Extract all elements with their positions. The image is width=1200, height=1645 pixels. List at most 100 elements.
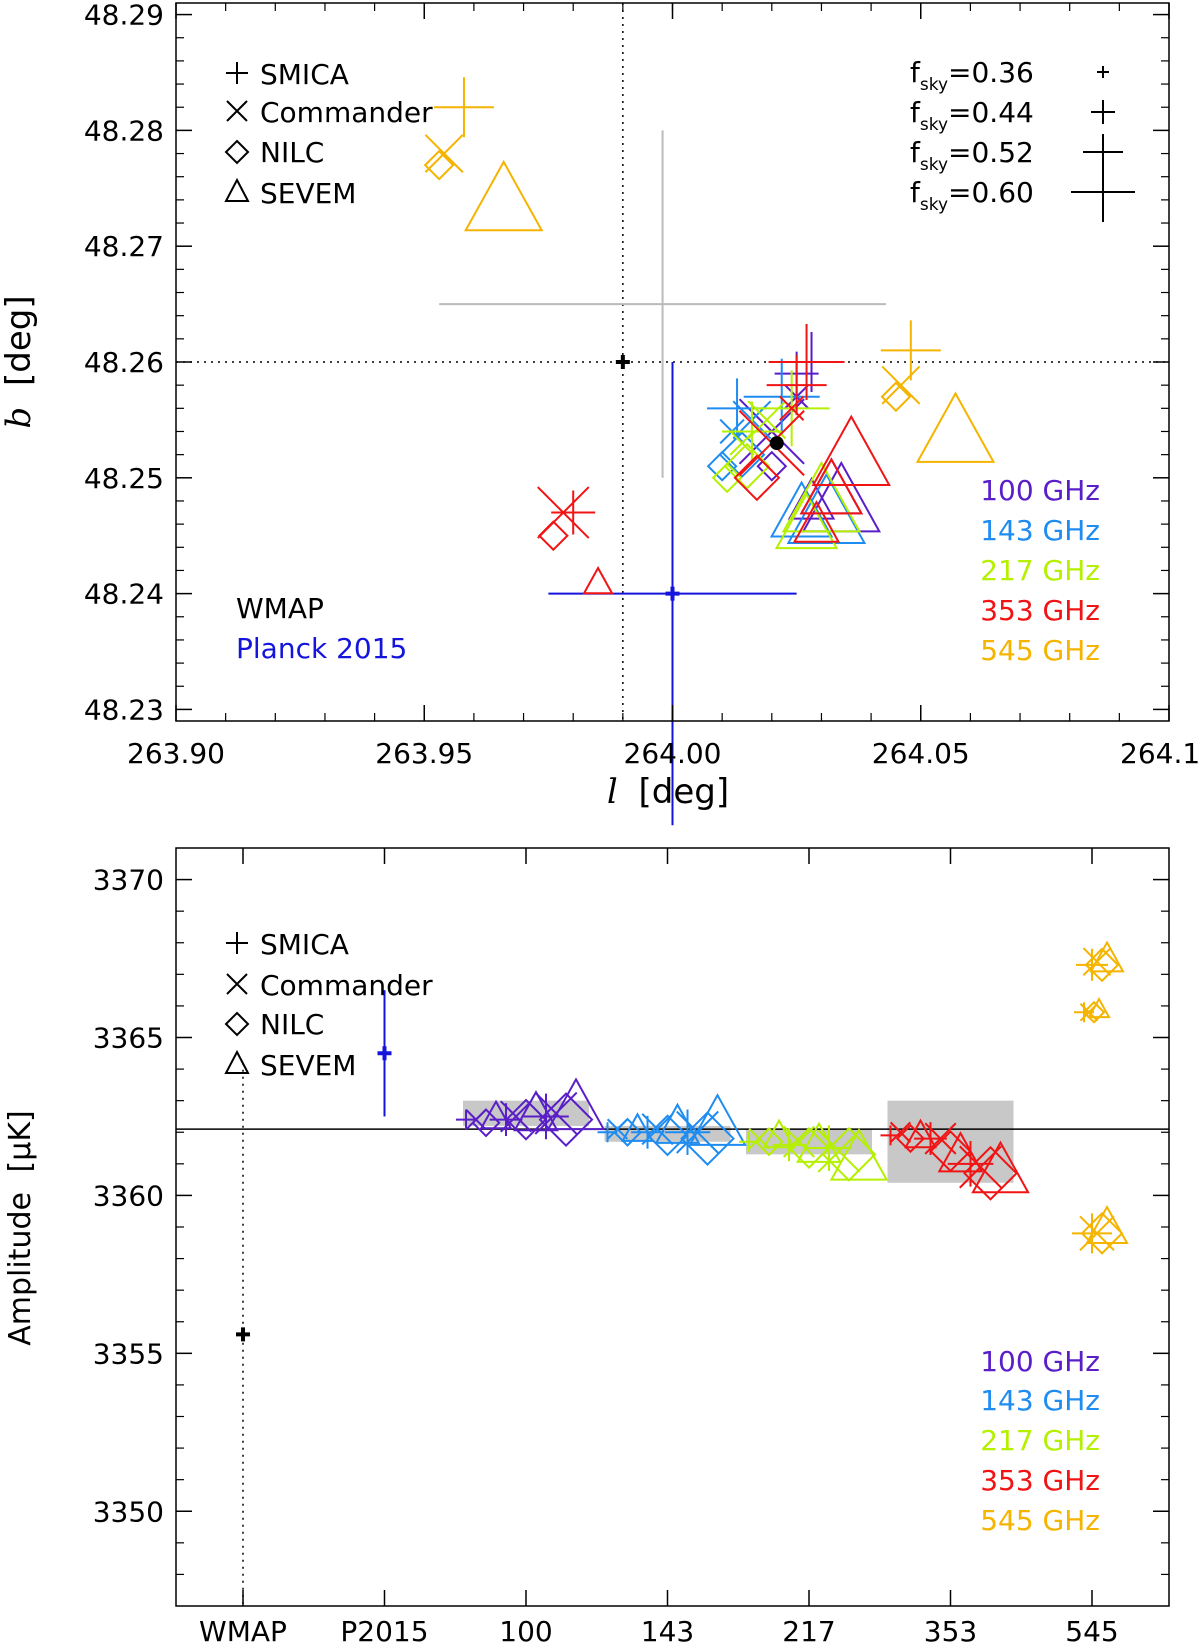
data-point bbox=[688, 1093, 747, 1146]
fsky-errorbar-icon bbox=[1091, 100, 1115, 124]
bottom-band-label-545: 545 GHz bbox=[980, 1504, 1100, 1537]
category-label: 143 bbox=[641, 1615, 694, 1645]
plus-marker-icon bbox=[226, 62, 248, 84]
data-point bbox=[479, 1099, 513, 1130]
data-point bbox=[762, 1118, 796, 1149]
data-point bbox=[504, 1098, 548, 1141]
top-legend-item-nilc: NILC bbox=[224, 136, 324, 169]
data-point bbox=[915, 391, 996, 463]
y-tick-label: 48.27 bbox=[84, 230, 164, 263]
x-tick-label: 264.05 bbox=[872, 737, 970, 770]
y-tick-label: 48.23 bbox=[84, 693, 164, 726]
data-point bbox=[895, 1123, 926, 1154]
bottom-axis-ticks: WMAP P2015 100 143 217 353 545 3350 3355 3360 3365… bbox=[93, 848, 1169, 1645]
wmap-amplitude-point bbox=[236, 1327, 250, 1342]
bottom-series-217 bbox=[739, 1118, 889, 1182]
bottom-legend-item-nilc: NILC bbox=[224, 1008, 324, 1041]
data-point bbox=[723, 442, 771, 490]
data-point bbox=[880, 320, 941, 381]
fsky-errorbar-icon bbox=[1097, 66, 1109, 78]
x-tick-label: 264.10 bbox=[1120, 737, 1200, 770]
x-tick-label: 264.00 bbox=[624, 737, 722, 770]
data-point bbox=[499, 1100, 533, 1133]
data-point bbox=[799, 457, 864, 515]
bottom-series-353 bbox=[880, 1118, 1030, 1201]
y-tick-label: 3370 bbox=[93, 864, 164, 897]
data-point bbox=[1082, 1000, 1106, 1024]
data-point bbox=[971, 1140, 1030, 1194]
bottom-band-label-217: 217 GHz bbox=[980, 1424, 1100, 1457]
data-point bbox=[880, 381, 912, 413]
bottom-series-100 bbox=[456, 1077, 606, 1148]
top-legend-label-commander: Commander bbox=[260, 96, 433, 129]
data-point bbox=[1087, 997, 1111, 1019]
gray-errorbar-point bbox=[439, 130, 886, 478]
data-point bbox=[769, 480, 834, 538]
data-point bbox=[817, 1129, 861, 1173]
category-label: 100 bbox=[499, 1615, 552, 1645]
bottom-y-axis-label: Amplitude [μK] bbox=[3, 1110, 38, 1345]
top-methods-legend: SMICA Commander NILC SEVEM bbox=[224, 58, 433, 210]
fsky-label-4: fsky=0.60 bbox=[910, 176, 1034, 215]
top-band-legend: 100 GHz 143 GHz 217 GHz 353 GHz 545 GHz bbox=[980, 474, 1100, 667]
bottom-legend-item-smica: SMICA bbox=[226, 928, 349, 961]
data-point bbox=[718, 431, 766, 479]
top-axis-ticks: 263.90 263.95 264.00 264.05 264.10 48.23 48.24… bbox=[84, 0, 1200, 770]
fsky-legend-item-1: fsky=0.36 bbox=[910, 56, 1109, 95]
y-tick-label: 48.26 bbox=[84, 346, 164, 379]
bottom-panel: WMAP P2015 100 143 217 353 545 3350 3355 3360 3365… bbox=[3, 847, 1170, 1645]
data-point bbox=[792, 500, 841, 543]
plus-marker-icon bbox=[226, 932, 248, 954]
data-point bbox=[471, 1108, 501, 1138]
mean-point bbox=[769, 436, 784, 451]
data-point bbox=[721, 401, 782, 462]
data-point bbox=[774, 492, 839, 550]
fsky-legend-item-3: fsky=0.52 bbox=[910, 134, 1123, 175]
data-point bbox=[612, 1117, 643, 1147]
diamond-marker-icon bbox=[224, 1011, 250, 1037]
top-panel: 263.90 263.95 264.00 264.05 264.10 48.23 48.24… bbox=[0, 0, 1200, 826]
triangle-marker-icon bbox=[224, 1049, 250, 1074]
data-point bbox=[1084, 947, 1120, 983]
top-legend-item-commander: Commander bbox=[226, 96, 433, 129]
data-point bbox=[456, 1109, 476, 1130]
cross-marker-icon bbox=[226, 100, 248, 122]
fsky-legend-item-2: fsky=0.44 bbox=[910, 96, 1115, 135]
x-tick-label: 263.95 bbox=[375, 737, 473, 770]
data-point bbox=[787, 1127, 831, 1170]
top-x-axis-label: l [deg] bbox=[607, 772, 729, 812]
bottom-legend-item-sevem: SEVEM bbox=[224, 1049, 356, 1082]
top-legend-label-smica: SMICA bbox=[260, 58, 349, 91]
fsky-label-3: fsky=0.52 bbox=[910, 136, 1034, 175]
category-label: P2015 bbox=[340, 1615, 428, 1645]
bottom-series-545 bbox=[1072, 940, 1129, 1255]
data-point bbox=[621, 1112, 654, 1142]
data-point bbox=[680, 1111, 735, 1166]
data-point bbox=[706, 450, 738, 482]
data-point bbox=[1089, 940, 1125, 973]
data-point bbox=[881, 365, 921, 405]
data-point bbox=[523, 1093, 569, 1140]
fsky-label-2: fsky=0.44 bbox=[910, 96, 1034, 135]
bottom-methods-legend: SMICA Commander NILC SEVEM bbox=[224, 928, 433, 1082]
bottom-band-label-143: 143 GHz bbox=[980, 1384, 1100, 1417]
data-point bbox=[551, 490, 596, 535]
data-point bbox=[546, 1077, 606, 1131]
data-point bbox=[779, 395, 805, 421]
y-tick-label: 48.24 bbox=[84, 578, 164, 611]
data-point bbox=[829, 1127, 889, 1181]
y-tick-label: 3350 bbox=[93, 1495, 164, 1528]
data-point bbox=[963, 1145, 1018, 1201]
data-point bbox=[646, 1114, 689, 1157]
bottom-band-legend: 100 GHz 143 GHz 217 GHz 353 GHz 545 GHz bbox=[980, 1345, 1100, 1537]
data-point bbox=[754, 1127, 784, 1157]
data-point bbox=[463, 159, 544, 232]
data-point bbox=[711, 462, 743, 494]
data-point bbox=[786, 472, 867, 544]
data-point bbox=[904, 1118, 937, 1149]
y-tick-label: 48.28 bbox=[84, 114, 164, 147]
wmap-label: WMAP bbox=[236, 592, 324, 625]
top-band-label-217: 217 GHz bbox=[980, 554, 1100, 587]
data-point bbox=[423, 149, 455, 181]
data-point bbox=[1080, 1211, 1124, 1255]
